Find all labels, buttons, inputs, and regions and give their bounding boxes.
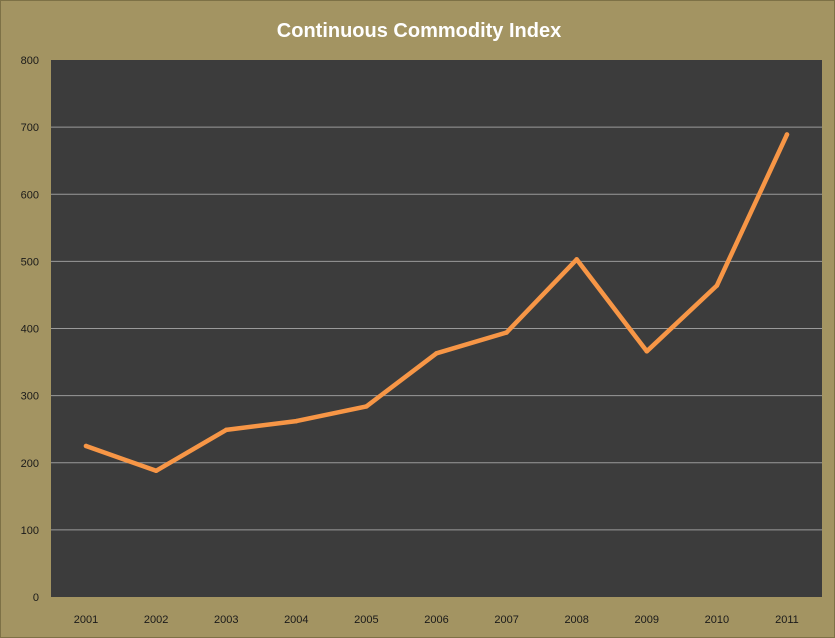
chart-title: Continuous Commodity Index (277, 20, 561, 42)
x-tick-label: 2005 (354, 614, 378, 626)
x-tick-label: 2002 (144, 614, 168, 626)
y-tick-label: 600 (21, 189, 39, 201)
data-point-2005 (364, 404, 369, 409)
data-point-2006 (434, 351, 439, 356)
y-tick-label: 100 (21, 525, 39, 537)
data-points (83, 132, 790, 474)
y-tick-label: 200 (21, 458, 39, 470)
data-point-2001 (83, 443, 89, 449)
data-point-2003 (223, 427, 229, 433)
gridlines (51, 126, 822, 531)
x-tick-label: 2009 (635, 614, 659, 626)
x-tick-label: 2011 (775, 614, 799, 626)
x-tick-label: 2006 (424, 614, 448, 626)
x-tick-label: 2004 (284, 614, 308, 626)
y-tick-label: 700 (21, 122, 39, 134)
data-point-2007 (504, 330, 509, 335)
data-point-2002 (153, 468, 159, 474)
data-point-2010 (714, 283, 720, 288)
y-tick-label: 800 (21, 55, 39, 67)
x-tick-label: 2001 (74, 614, 98, 626)
y-tick-label: 300 (21, 391, 39, 403)
data-point-2009 (644, 349, 650, 354)
y-tick-label: 500 (21, 256, 39, 268)
y-tick-label: 400 (21, 324, 39, 336)
x-tick-label: 2003 (214, 614, 238, 626)
y-tick-label: 0 (33, 592, 39, 604)
x-axis-tick-labels: 2001 2002 2003 2004 2005 2006 2007 2008 2009 2010… (74, 614, 799, 626)
y-axis-tick-labels: 0 100 200 300 400 500 600 700 800 (21, 55, 39, 604)
data-point-2011 (784, 132, 790, 137)
data-point-2004 (294, 418, 299, 424)
x-tick-label: 2007 (494, 614, 518, 626)
x-tick-label: 2008 (564, 614, 588, 626)
x-tick-label: 2010 (705, 614, 729, 626)
data-point-2008 (574, 257, 579, 262)
